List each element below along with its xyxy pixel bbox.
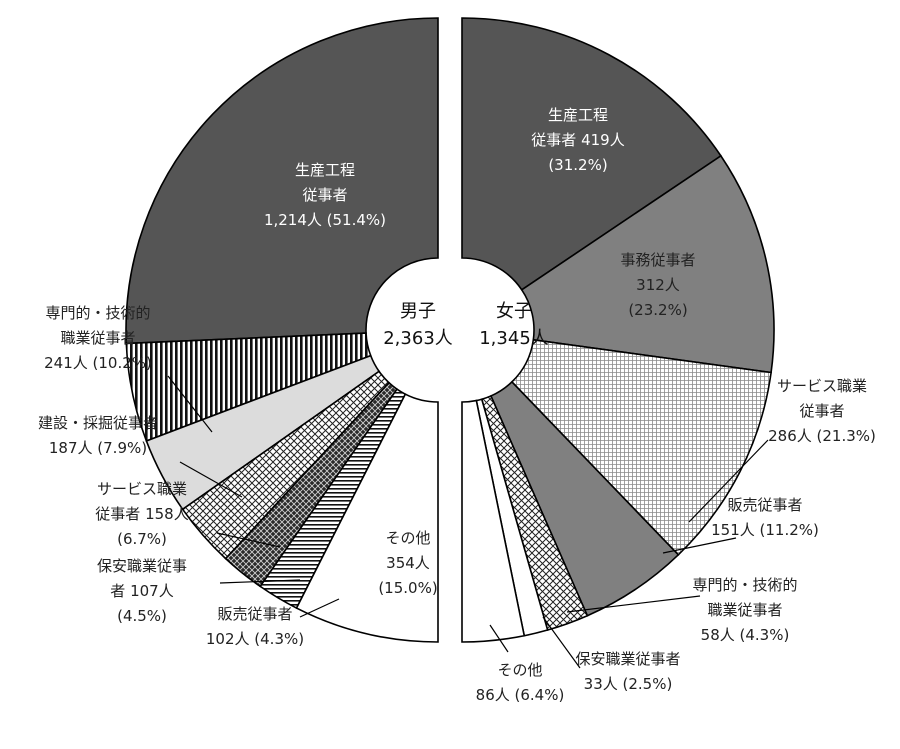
leader-line-female-6 (489, 624, 509, 653)
slice-label-male-0: 生産工程従事者 1,214人 (51.4%) (264, 161, 386, 229)
slice-female-2 (510, 338, 772, 556)
slice-label-male-1: 専門的・技術的職業従事者 241人 (10.2%) (44, 304, 152, 372)
slice-male-3 (181, 370, 391, 560)
slice-male-4 (224, 381, 399, 588)
slice-label-female-2: サービス職業従事者 286人 (21.3%) (768, 377, 876, 445)
leader-line-male-4 (219, 579, 301, 584)
slice-female-0 (461, 17, 722, 291)
slice-label-male-6: その他 354人(15.0%) (378, 529, 437, 597)
slice-female-1 (520, 154, 775, 374)
labels-layer: 生産工程従事者 1,214人 (51.4%) 専門的・技術的職業従事者 241人 (1… (38, 106, 876, 704)
center-gap (445, 10, 455, 650)
leader-line-female-2 (688, 439, 769, 523)
leader-line-male-1 (167, 375, 213, 433)
slice-label-female-4: 専門的・技術的職業従事者 58人 (4.3%) (692, 576, 797, 644)
center-label-female: 女子 1,345人 (479, 301, 549, 349)
leader-lines-layer (167, 375, 769, 669)
leader-line-female-5 (542, 616, 581, 669)
slice-label-female-5: 保安職業従事者 33人 (2.5%) (575, 650, 680, 693)
slice-label-female-6: その他 86人 (6.4%) (476, 661, 565, 704)
slice-label-female-0: 生産工程従事者 419人(31.2%) (531, 106, 624, 174)
slice-male-2 (145, 354, 381, 511)
slice-label-male-5: 販売従事者 102人 (4.3%) (206, 605, 304, 648)
leader-line-female-3 (662, 537, 737, 554)
slice-label-female-3: 販売従事者 151人 (11.2%) (711, 496, 819, 539)
slice-label-male-2: 建設・採掘従事者 187人 (7.9%) (38, 414, 158, 457)
slices-layer (125, 10, 775, 650)
leader-line-male-5 (299, 598, 340, 618)
slice-female-6 (461, 399, 526, 643)
slice-label-female-1: 事務従事者 312人(23.2%) (620, 251, 695, 319)
slice-label-male-4: 保安職業従事者 107人(4.5%) (97, 557, 187, 625)
leader-line-female-4 (566, 595, 701, 613)
slice-male-1 (125, 332, 372, 442)
slice-male-6 (295, 393, 439, 643)
slice-male-0 (125, 17, 439, 345)
slice-label-male-3: サービス職業従事者 158人(6.7%) (95, 480, 188, 548)
leader-line-male-2 (179, 461, 243, 498)
center-label-male: 男子 2,363人 (383, 301, 453, 349)
slice-male-5 (259, 388, 407, 610)
leader-line-male-3 (216, 532, 281, 548)
